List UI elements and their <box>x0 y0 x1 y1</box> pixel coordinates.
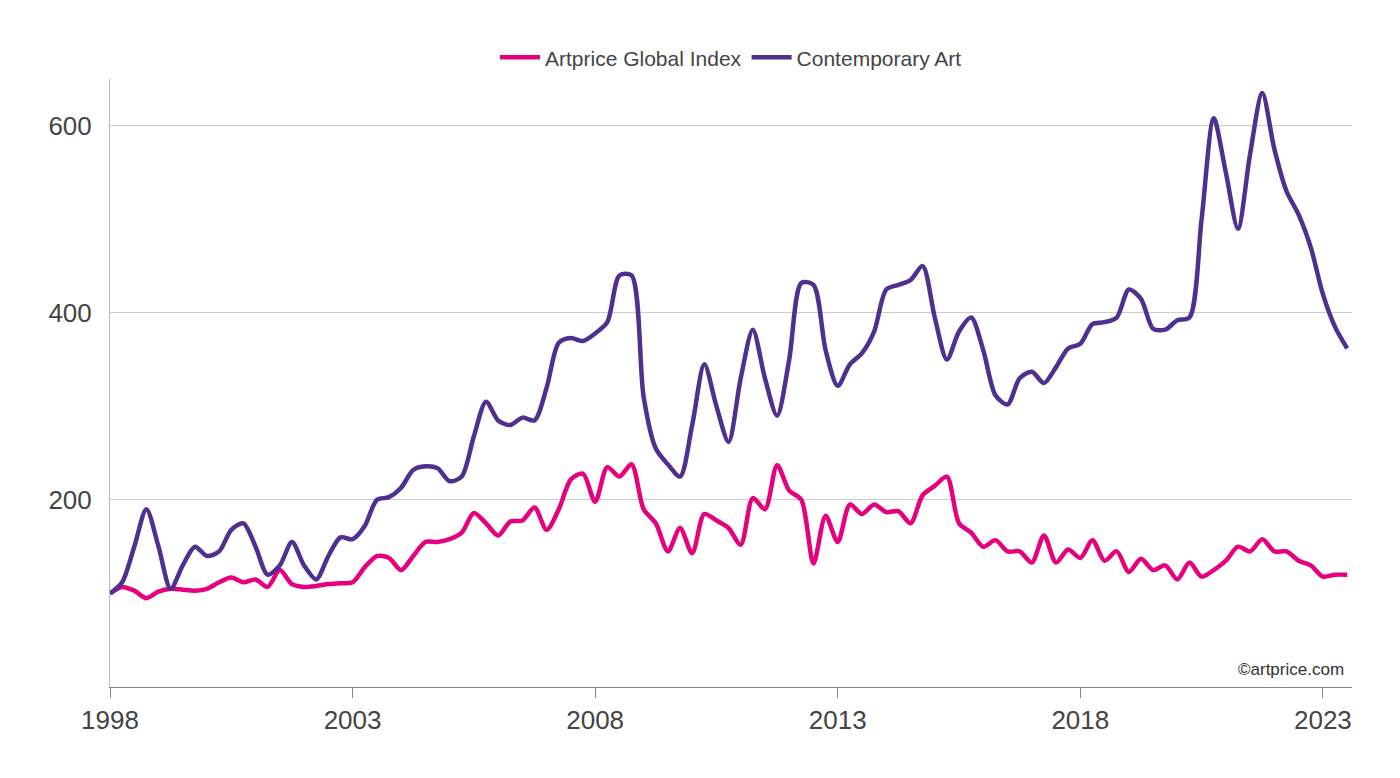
svg-text:200: 200 <box>48 485 91 515</box>
svg-text:Artprice Global Index: Artprice Global Index <box>545 47 742 70</box>
svg-text:Contemporary Art: Contemporary Art <box>797 47 962 70</box>
svg-text:2013: 2013 <box>809 705 867 735</box>
svg-text:400: 400 <box>48 298 91 328</box>
svg-text:2018: 2018 <box>1051 705 1109 735</box>
svg-text:2008: 2008 <box>566 705 624 735</box>
svg-text:600: 600 <box>48 111 91 141</box>
svg-text:1998: 1998 <box>81 705 139 735</box>
svg-text:©artprice.com: ©artprice.com <box>1238 660 1344 679</box>
svg-text:2003: 2003 <box>324 705 382 735</box>
svg-text:2023: 2023 <box>1294 705 1352 735</box>
